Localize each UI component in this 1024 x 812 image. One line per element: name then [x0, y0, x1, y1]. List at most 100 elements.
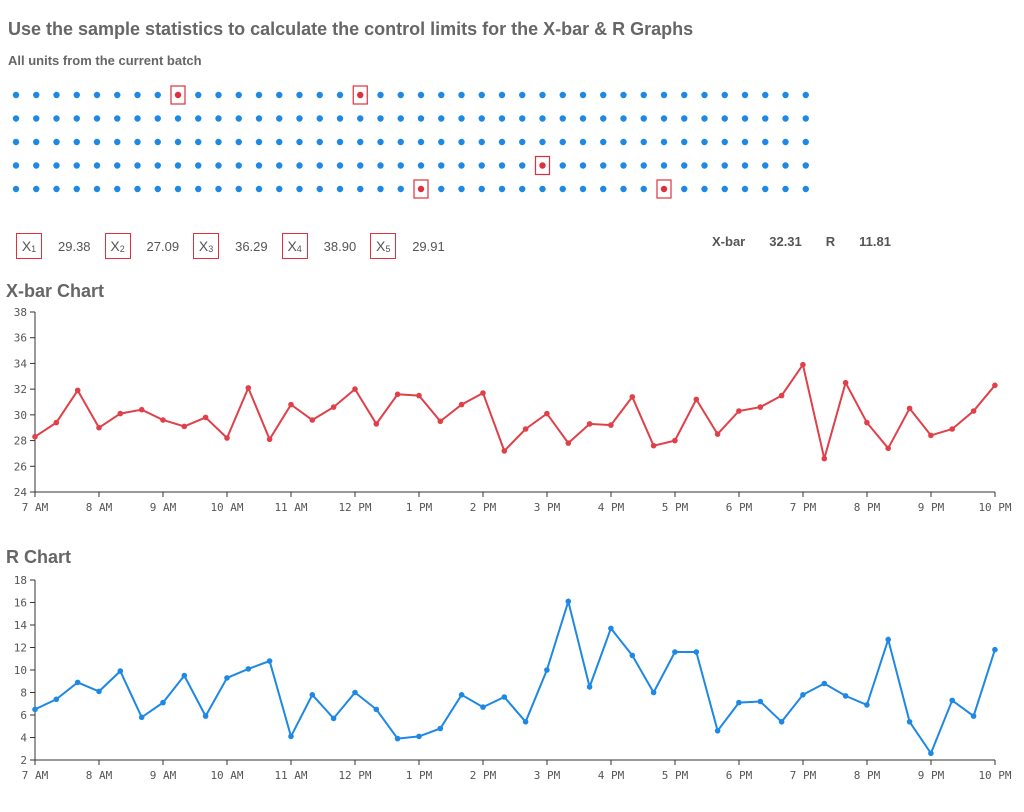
unit-dot[interactable] [640, 162, 647, 169]
unit-dot[interactable] [539, 91, 546, 99]
unit-dot[interactable] [93, 162, 101, 169]
unit-dot[interactable] [762, 115, 769, 122]
unit-dot[interactable] [701, 115, 708, 122]
unit-dot[interactable] [276, 138, 283, 146]
selected-unit-dot[interactable] [417, 185, 425, 193]
unit-dot[interactable] [762, 162, 769, 169]
unit-dot[interactable] [600, 138, 607, 146]
unit-dot[interactable] [33, 115, 40, 122]
unit-dot[interactable] [357, 115, 364, 122]
unit-dot[interactable] [782, 115, 789, 122]
unit-dot[interactable] [397, 138, 404, 146]
unit-dot[interactable] [579, 115, 587, 122]
unit-dot[interactable] [134, 91, 141, 99]
unit-dot[interactable] [478, 185, 485, 193]
unit-dot[interactable] [721, 115, 728, 122]
unit-dot[interactable] [640, 91, 647, 99]
unit-dot[interactable] [215, 91, 222, 99]
unit-dot[interactable] [802, 115, 809, 122]
unit-dot[interactable] [640, 138, 647, 146]
unit-dot[interactable] [458, 115, 465, 122]
unit-dot[interactable] [701, 162, 708, 169]
unit-dot[interactable] [235, 185, 242, 193]
unit-dot[interactable] [174, 138, 182, 146]
unit-dot[interactable] [336, 185, 344, 193]
unit-dot[interactable] [93, 91, 101, 99]
unit-dot[interactable] [215, 115, 222, 122]
unit-dot[interactable] [519, 185, 526, 193]
unit-dot[interactable] [53, 91, 60, 99]
selected-unit-dot[interactable] [174, 91, 182, 99]
unit-dot[interactable] [559, 138, 566, 146]
unit-dot[interactable] [316, 115, 323, 122]
unit-dot[interactable] [195, 91, 202, 99]
unit-dot[interactable] [377, 115, 384, 122]
unit-dot[interactable] [215, 138, 222, 146]
unit-dot[interactable] [640, 115, 647, 122]
unit-dot[interactable] [660, 115, 668, 122]
unit-dot[interactable] [73, 138, 80, 146]
unit-dot[interactable] [12, 162, 20, 169]
unit-dot[interactable] [235, 138, 242, 146]
unit-dot[interactable] [559, 162, 566, 169]
unit-dot[interactable] [235, 115, 242, 122]
unit-dot[interactable] [53, 162, 60, 169]
unit-dot[interactable] [33, 162, 40, 169]
unit-dot[interactable] [458, 138, 465, 146]
unit-dot[interactable] [134, 185, 141, 193]
unit-dot[interactable] [296, 91, 303, 99]
unit-dot[interactable] [33, 91, 40, 99]
unit-dot[interactable] [782, 138, 789, 146]
unit-dot[interactable] [620, 91, 627, 99]
unit-dot[interactable] [195, 115, 202, 122]
unit-dot[interactable] [600, 115, 607, 122]
unit-dot[interactable] [296, 162, 303, 169]
unit-dot[interactable] [377, 162, 384, 169]
unit-dot[interactable] [438, 91, 445, 99]
unit-dot[interactable] [114, 138, 121, 146]
unit-dot[interactable] [255, 162, 263, 169]
unit-dot[interactable] [559, 115, 566, 122]
unit-dot[interactable] [12, 185, 20, 193]
unit-dot[interactable] [316, 138, 323, 146]
unit-dot[interactable] [33, 185, 40, 193]
unit-dot[interactable] [802, 162, 809, 169]
unit-dot[interactable] [741, 162, 749, 169]
unit-dot[interactable] [397, 162, 404, 169]
unit-dot[interactable] [93, 185, 101, 193]
unit-dot[interactable] [741, 115, 749, 122]
unit-dot[interactable] [681, 115, 688, 122]
unit-dot[interactable] [478, 162, 485, 169]
unit-dot[interactable] [498, 185, 506, 193]
unit-dot[interactable] [276, 185, 283, 193]
unit-dot[interactable] [296, 115, 303, 122]
selected-unit-dot[interactable] [660, 185, 668, 193]
unit-dot[interactable] [782, 162, 789, 169]
unit-dot[interactable] [620, 185, 627, 193]
unit-dot[interactable] [154, 185, 161, 193]
unit-dot[interactable] [458, 185, 465, 193]
unit-dot[interactable] [620, 162, 627, 169]
unit-dot[interactable] [134, 162, 141, 169]
unit-dot[interactable] [235, 91, 242, 99]
unit-dot[interactable] [336, 91, 344, 99]
unit-dot[interactable] [174, 185, 182, 193]
unit-dot[interactable] [377, 138, 384, 146]
unit-dot[interactable] [802, 185, 809, 193]
unit-dot[interactable] [620, 138, 627, 146]
unit-dot[interactable] [741, 91, 749, 99]
unit-dot[interactable] [276, 91, 283, 99]
unit-dot[interactable] [458, 162, 465, 169]
unit-dot[interactable] [276, 115, 283, 122]
unit-dot[interactable] [579, 138, 587, 146]
unit-dot[interactable] [417, 162, 425, 169]
unit-dot[interactable] [660, 138, 668, 146]
unit-dot[interactable] [73, 115, 80, 122]
unit-dot[interactable] [600, 185, 607, 193]
unit-dot[interactable] [559, 91, 566, 99]
unit-dot[interactable] [498, 162, 506, 169]
unit-dot[interactable] [33, 138, 40, 146]
unit-dot[interactable] [114, 162, 121, 169]
unit-dot[interactable] [377, 91, 384, 99]
unit-dot[interactable] [620, 115, 627, 122]
